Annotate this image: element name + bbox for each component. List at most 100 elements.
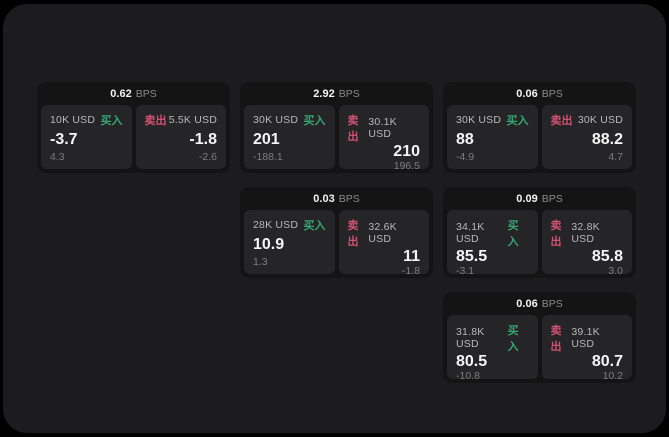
buy-tile-header: 34.1K USD 买入 bbox=[456, 217, 529, 249]
sell-price-value: 85.8 bbox=[591, 248, 623, 265]
sell-notional-label: 39.1K USD bbox=[571, 326, 600, 350]
buy-notional-label: 30K USD bbox=[253, 114, 299, 126]
buy-tile-header: 30K USD 买入 bbox=[253, 112, 326, 128]
bps-spread-value: 0.06 bbox=[516, 297, 538, 310]
quote-tiles: 28K USD 买入 10.9 1.3 卖出 32.6K USD 11 -1.8 bbox=[240, 210, 433, 278]
sell-price-value: 11 bbox=[403, 248, 420, 265]
card-header: 0.09 BPS bbox=[443, 187, 636, 210]
sell-price-value: 88.2 bbox=[591, 130, 623, 148]
quotes-panel: 0.62 BPS 10K USD 买入 -3.7 4.3 卖出 5.5K USD… bbox=[3, 4, 666, 433]
sell-quote-tile[interactable]: 卖出 30.1K USD 210 196.5 bbox=[338, 105, 429, 172]
buy-delta-value: 1.3 bbox=[253, 256, 268, 268]
card-header: 0.62 BPS bbox=[37, 82, 230, 105]
card-header: 2.92 BPS bbox=[240, 82, 433, 105]
sell-delta-value: 3.0 bbox=[608, 265, 623, 277]
quote-tiles: 31.8K USD 买入 80.5 -10.8 卖出 39.1K USD 80.… bbox=[443, 315, 636, 383]
bps-spread-value: 0.09 bbox=[516, 192, 538, 205]
sell-quote-tile[interactable]: 卖出 32.6K USD 11 -1.8 bbox=[338, 210, 429, 277]
sell-side-label: 卖出 bbox=[144, 115, 167, 127]
buy-tile-header: 10K USD 买入 bbox=[50, 112, 123, 128]
sell-tile-header: 卖出 32.8K USD bbox=[551, 217, 624, 249]
buy-quote-tile[interactable]: 31.8K USD 买入 80.5 -10.8 bbox=[447, 315, 538, 382]
buy-quote-tile[interactable]: 34.1K USD 买入 85.5 -3.1 bbox=[447, 210, 538, 277]
buy-tile-header: 30K USD 买入 bbox=[456, 112, 529, 128]
buy-delta-value: 4.3 bbox=[50, 151, 65, 163]
sell-price-value: 210 bbox=[393, 143, 420, 160]
sell-tile-header: 卖出 30.1K USD bbox=[348, 112, 421, 144]
quote-card: 0.03 BPS 28K USD 买入 10.9 1.3 卖出 32.6K US… bbox=[240, 187, 433, 278]
quote-card: 0.06 BPS 30K USD 买入 88 -4.9 卖出 30K USD 8… bbox=[443, 82, 636, 173]
buy-price-value: 201 bbox=[253, 130, 280, 148]
buy-side-label: 买入 bbox=[303, 115, 326, 127]
quote-tiles: 10K USD 买入 -3.7 4.3 卖出 5.5K USD -1.8 -2.… bbox=[37, 105, 230, 173]
card-header: 0.06 BPS bbox=[443, 292, 636, 315]
bps-unit-label: BPS bbox=[541, 87, 563, 100]
bps-spread-value: 2.92 bbox=[313, 87, 335, 100]
buy-delta-value: -10.8 bbox=[456, 370, 480, 382]
buy-price-value: 10.9 bbox=[253, 235, 285, 253]
sell-side-label: 卖出 bbox=[347, 115, 359, 143]
buy-price-value: -3.7 bbox=[50, 130, 78, 148]
bps-unit-label: BPS bbox=[541, 297, 563, 310]
sell-tile-header: 卖出 32.6K USD bbox=[348, 217, 421, 249]
sell-notional-label: 30K USD bbox=[577, 114, 623, 126]
buy-side-label: 买入 bbox=[100, 115, 123, 127]
buy-price-value: 88 bbox=[456, 130, 474, 148]
bps-spread-value: 0.06 bbox=[516, 87, 538, 100]
buy-side-label: 买入 bbox=[506, 115, 529, 127]
bps-spread-value: 0.03 bbox=[313, 192, 335, 205]
sell-notional-label: 32.6K USD bbox=[368, 221, 397, 245]
quote-card: 0.62 BPS 10K USD 买入 -3.7 4.3 卖出 5.5K USD… bbox=[37, 82, 230, 173]
sell-side-label: 卖出 bbox=[347, 220, 359, 248]
quote-card: 0.09 BPS 34.1K USD 买入 85.5 -3.1 卖出 32.8K… bbox=[443, 187, 636, 278]
sell-quote-tile[interactable]: 卖出 5.5K USD -1.8 -2.6 bbox=[135, 105, 226, 169]
buy-side-label: 买入 bbox=[507, 220, 519, 248]
buy-tile-header: 28K USD 买入 bbox=[253, 217, 326, 233]
buy-delta-value: -4.9 bbox=[456, 151, 475, 163]
sell-notional-label: 30.1K USD bbox=[368, 116, 397, 140]
buy-price-value: 80.5 bbox=[456, 353, 488, 370]
sell-tile-header: 卖出 30K USD bbox=[551, 112, 624, 128]
card-header: 0.03 BPS bbox=[240, 187, 433, 210]
quote-card: 0.06 BPS 31.8K USD 买入 80.5 -10.8 卖出 39.1… bbox=[443, 292, 636, 383]
sell-delta-value: 4.7 bbox=[608, 151, 623, 163]
quote-tiles: 30K USD 买入 201 -188.1 卖出 30.1K USD 210 1… bbox=[240, 105, 433, 173]
sell-notional-label: 5.5K USD bbox=[168, 114, 217, 126]
sell-delta-value: -2.6 bbox=[198, 151, 217, 163]
sell-price-value: -1.8 bbox=[189, 130, 217, 148]
buy-delta-value: -188.1 bbox=[253, 151, 283, 163]
sell-notional-label: 32.8K USD bbox=[571, 221, 600, 245]
bps-unit-label: BPS bbox=[338, 192, 360, 205]
buy-quote-tile[interactable]: 30K USD 买入 88 -4.9 bbox=[447, 105, 538, 169]
buy-tile-header: 31.8K USD 买入 bbox=[456, 322, 529, 354]
bps-unit-label: BPS bbox=[541, 192, 563, 205]
quote-tiles: 34.1K USD 买入 85.5 -3.1 卖出 32.8K USD 85.8… bbox=[443, 210, 636, 278]
sell-quote-tile[interactable]: 卖出 39.1K USD 80.7 10.2 bbox=[541, 315, 632, 382]
buy-side-label: 买入 bbox=[507, 325, 519, 353]
bps-unit-label: BPS bbox=[135, 87, 157, 100]
sell-side-label: 卖出 bbox=[550, 220, 562, 248]
sell-delta-value: -1.8 bbox=[401, 265, 420, 277]
quote-card: 2.92 BPS 30K USD 买入 201 -188.1 卖出 30.1K … bbox=[240, 82, 433, 173]
sell-delta-value: 10.2 bbox=[602, 370, 623, 382]
buy-quote-tile[interactable]: 28K USD 买入 10.9 1.3 bbox=[244, 210, 335, 274]
sell-delta-value: 196.5 bbox=[393, 160, 420, 172]
buy-quote-tile[interactable]: 10K USD 买入 -3.7 4.3 bbox=[41, 105, 132, 169]
card-header: 0.06 BPS bbox=[443, 82, 636, 105]
sell-quote-tile[interactable]: 卖出 32.8K USD 85.8 3.0 bbox=[541, 210, 632, 277]
quote-tiles: 30K USD 买入 88 -4.9 卖出 30K USD 88.2 4.7 bbox=[443, 105, 636, 173]
buy-notional-label: 28K USD bbox=[253, 219, 299, 231]
buy-notional-label: 34.1K USD bbox=[456, 221, 485, 245]
sell-quote-tile[interactable]: 卖出 30K USD 88.2 4.7 bbox=[541, 105, 632, 169]
buy-delta-value: -3.1 bbox=[456, 265, 475, 277]
buy-quote-tile[interactable]: 30K USD 买入 201 -188.1 bbox=[244, 105, 335, 169]
buy-notional-label: 30K USD bbox=[456, 114, 502, 126]
bps-unit-label: BPS bbox=[338, 87, 360, 100]
sell-tile-header: 卖出 5.5K USD bbox=[145, 112, 218, 128]
sell-tile-header: 卖出 39.1K USD bbox=[551, 322, 624, 354]
buy-side-label: 买入 bbox=[303, 220, 326, 232]
buy-notional-label: 10K USD bbox=[50, 114, 96, 126]
buy-notional-label: 31.8K USD bbox=[456, 326, 485, 350]
bps-spread-value: 0.62 bbox=[110, 87, 132, 100]
sell-side-label: 卖出 bbox=[550, 325, 562, 353]
